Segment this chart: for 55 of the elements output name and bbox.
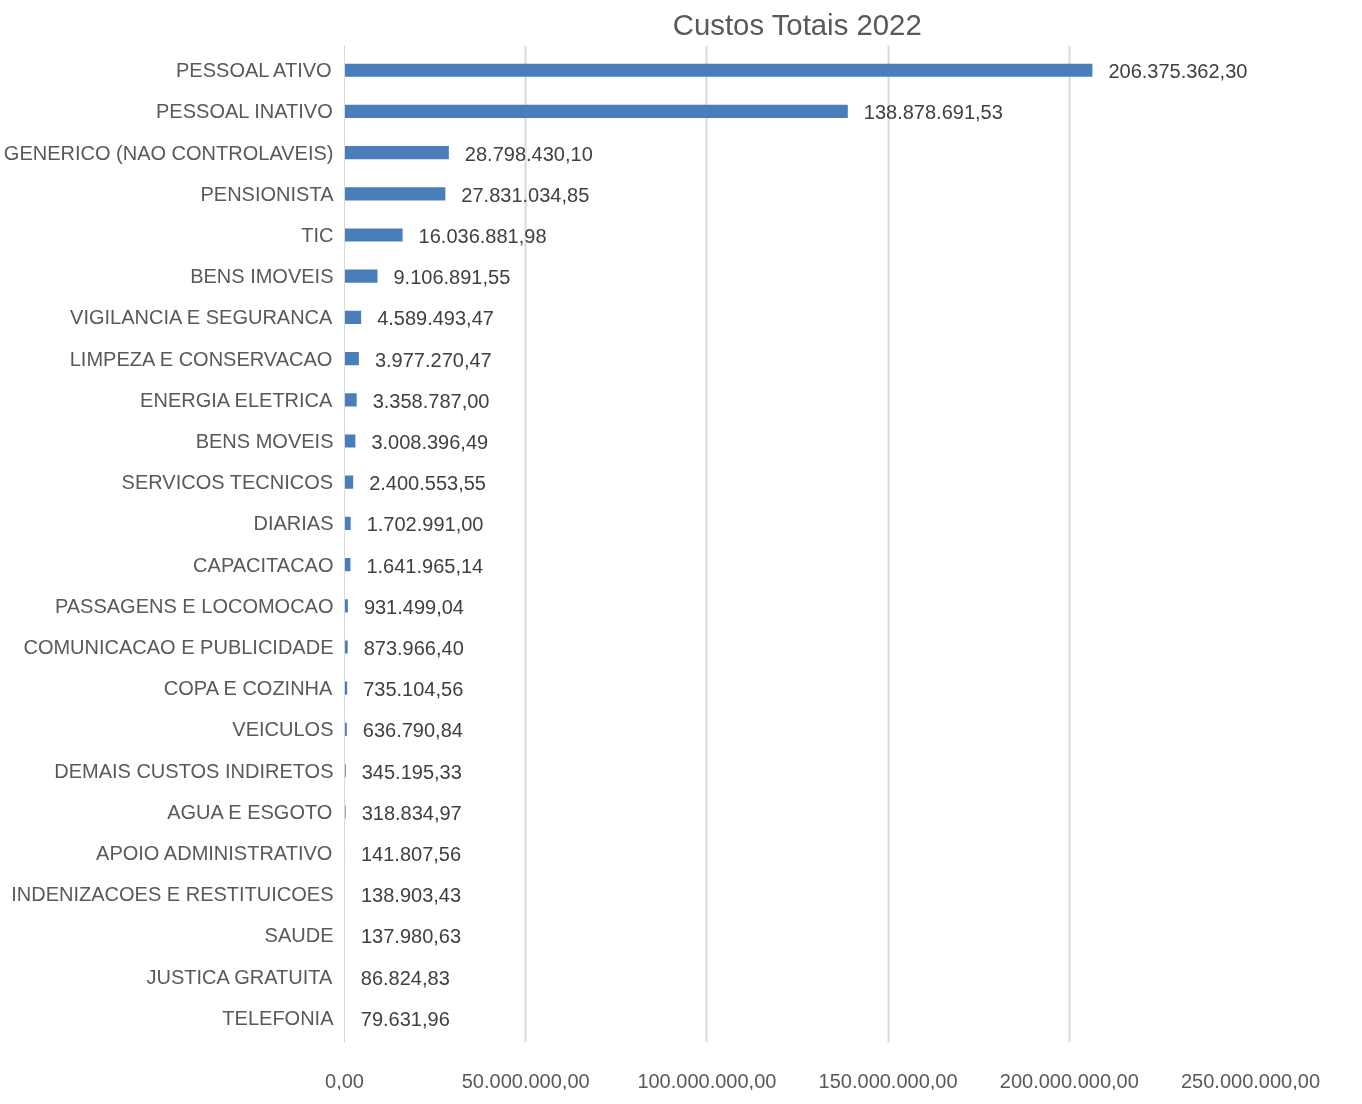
x-tick-label: 0,00 xyxy=(325,1069,364,1092)
y-tick-label: PASSAGENS E LOCOMOCAO xyxy=(54,594,334,617)
data-label: 206.375.362,30 xyxy=(1108,60,1248,83)
data-label: 1.702.991,00 xyxy=(366,513,484,536)
y-tick-label: COPA E COZINHA xyxy=(163,677,334,700)
data-label: 79.631,96 xyxy=(360,1007,450,1030)
data-label: 873.966,40 xyxy=(363,637,464,659)
data-label: 636.790,84 xyxy=(362,719,463,742)
data-label: 3.977.270,47 xyxy=(374,348,492,371)
y-tick-label: PESSOAL INATIVO xyxy=(156,100,333,123)
data-label: 4.589.493,47 xyxy=(377,307,494,330)
y-tick-label: ENERGIA ELETRICA xyxy=(140,388,334,411)
y-tick-label: VIGILANCIA E SEGURANCA xyxy=(70,306,334,329)
data-label: 138.903,43 xyxy=(361,884,462,907)
y-tick-label: TIC xyxy=(301,224,334,247)
y-tick-label: BENS MOVEIS xyxy=(195,430,334,452)
y-tick-label: AGUA E ESGOTO xyxy=(167,800,333,823)
y-tick-label: BENS IMOVEIS xyxy=(190,265,334,288)
data-label: 3.358.787,00 xyxy=(372,389,490,412)
y-tick-label: JUSTICA GRATUITA xyxy=(146,965,334,988)
y-tick-label: APOIO ADMINISTRATIVO xyxy=(96,841,333,864)
y-tick-label: LIMPEZA E CONSERVACAO xyxy=(69,347,333,370)
data-label: 345.195,33 xyxy=(361,760,462,783)
x-tick-label: 200.000.000,00 xyxy=(999,1069,1139,1092)
data-label: 16.036.881,98 xyxy=(418,225,547,248)
y-tick-label: CAPACITACAO xyxy=(193,553,334,576)
y-tick-label: INDENIZACOES E RESTITUICOES xyxy=(11,883,334,906)
data-label: 141.807,56 xyxy=(361,842,462,865)
y-tick-label: DIARIAS xyxy=(253,512,334,535)
y-tick-label: COMUNICACAO E PUBLICIDADE xyxy=(23,636,334,658)
data-label: 27.831.034,85 xyxy=(461,183,590,206)
y-tick-label: GENERICO (NAO CONTROLAVEIS) xyxy=(3,141,334,164)
data-label: 1.641.965,14 xyxy=(366,554,484,577)
chart-title: Custos Totais 2022 xyxy=(672,7,922,41)
y-tick-label: PESSOAL ATIVO xyxy=(176,59,332,82)
data-label: 318.834,97 xyxy=(361,801,462,824)
y-tick-label: VEICULOS xyxy=(232,718,334,741)
y-tick-label: PENSIONISTA xyxy=(200,182,335,205)
x-tick-label: 100.000.000,00 xyxy=(637,1069,777,1092)
x-tick-label: 250.000.000,00 xyxy=(1180,1069,1321,1092)
x-tick-label: 150.000.000,00 xyxy=(818,1069,958,1092)
y-tick-label: DEMAIS CUSTOS INDIRETOS xyxy=(54,759,334,782)
data-label: 3.008.396,49 xyxy=(371,431,489,453)
data-label: 137.980,63 xyxy=(361,925,462,948)
data-label: 735.104,56 xyxy=(363,678,464,701)
x-tick-label: 50.000.000,00 xyxy=(461,1069,590,1092)
data-label: 2.400.553,55 xyxy=(369,472,486,495)
data-label: 86.824,83 xyxy=(360,966,450,989)
y-tick-label: TELEFONIA xyxy=(222,1006,335,1029)
data-label: 931.499,04 xyxy=(363,595,464,618)
data-label: 28.798.430,10 xyxy=(464,142,593,165)
y-tick-label: SERVICOS TECNICOS xyxy=(121,471,334,494)
data-label: 138.878.691,53 xyxy=(863,101,1003,124)
y-tick-label: SAUDE xyxy=(264,924,334,947)
data-label: 9.106.891,55 xyxy=(393,266,511,289)
